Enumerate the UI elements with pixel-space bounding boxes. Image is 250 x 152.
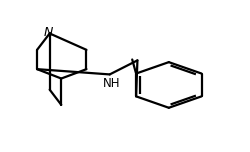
Text: N: N xyxy=(44,26,53,39)
Text: NH: NH xyxy=(103,77,120,90)
